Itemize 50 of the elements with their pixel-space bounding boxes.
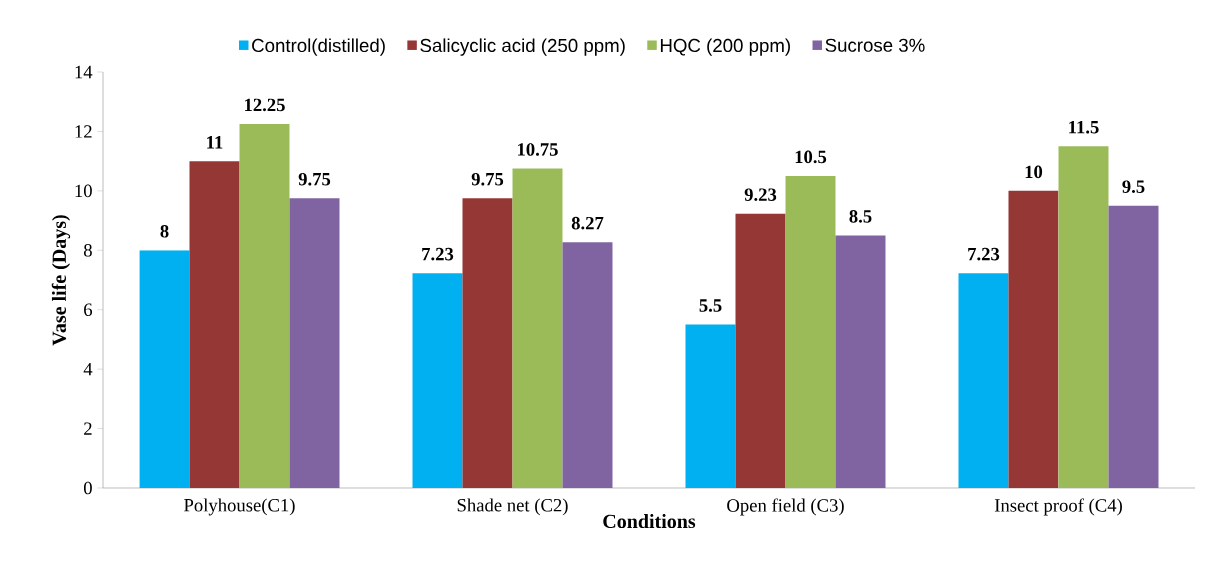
- y-tick-label: 8: [83, 243, 92, 257]
- y-tick-label: 14: [75, 65, 93, 79]
- bar: [1008, 190, 1059, 488]
- data-label: 5.5: [699, 299, 722, 312]
- x-tick-label: Shade net (C2): [457, 498, 568, 516]
- bar: [1108, 205, 1159, 488]
- legend-label: HQC (200 ppm): [660, 38, 790, 56]
- data-label: 7.23: [422, 247, 454, 261]
- x-tick-label: Insect proof (C4): [994, 498, 1122, 516]
- y-tick-label: 12: [75, 125, 92, 138]
- bar: [239, 124, 290, 488]
- data-label: 10.5: [795, 150, 827, 164]
- data-label: 8.27: [571, 216, 604, 230]
- data-label: 9.75: [471, 172, 504, 186]
- y-tick-label: 0: [83, 481, 92, 495]
- bar: [1058, 146, 1109, 488]
- bar: [412, 273, 463, 488]
- x-axis-title: Conditions: [603, 514, 696, 529]
- legend-label: Salicyclic acid (250 ppm): [420, 38, 625, 56]
- y-tick-label: 2: [84, 422, 92, 435]
- data-label: 11: [207, 136, 223, 149]
- data-label: 11.5: [1069, 120, 1099, 134]
- data-label: 9.23: [744, 188, 777, 202]
- x-tick-label: Open field (C3): [727, 498, 844, 516]
- data-label: 7.23: [968, 247, 1000, 261]
- data-label: 10.75: [518, 143, 558, 156]
- bar: [289, 198, 340, 488]
- data-label: 10: [1025, 165, 1043, 179]
- y-axis-title: Vase life (Days): [51, 215, 71, 346]
- legend-label: Control(distilled): [252, 38, 385, 56]
- data-label: 12.25: [245, 98, 285, 112]
- data-label: 8.5: [849, 210, 872, 223]
- y-tick-label: 10: [75, 184, 92, 198]
- x-tick-label: Polyhouse(C1): [184, 498, 295, 516]
- bar: [189, 161, 240, 488]
- bar: [835, 235, 886, 488]
- data-label: 9.5: [1122, 180, 1145, 194]
- data-label: 8: [160, 224, 169, 238]
- data-label: 9.75: [298, 172, 331, 186]
- bar: [685, 324, 736, 488]
- bar: [562, 242, 613, 488]
- legend-label: Sucrose 3%: [825, 38, 925, 52]
- bar: [462, 198, 513, 488]
- y-tick-label: 6: [84, 303, 93, 316]
- y-tick-label: 4: [83, 362, 93, 376]
- bar: [958, 273, 1009, 488]
- bar: [785, 176, 836, 488]
- bar: [735, 213, 786, 488]
- bar: [512, 168, 563, 488]
- bar: [139, 250, 190, 488]
